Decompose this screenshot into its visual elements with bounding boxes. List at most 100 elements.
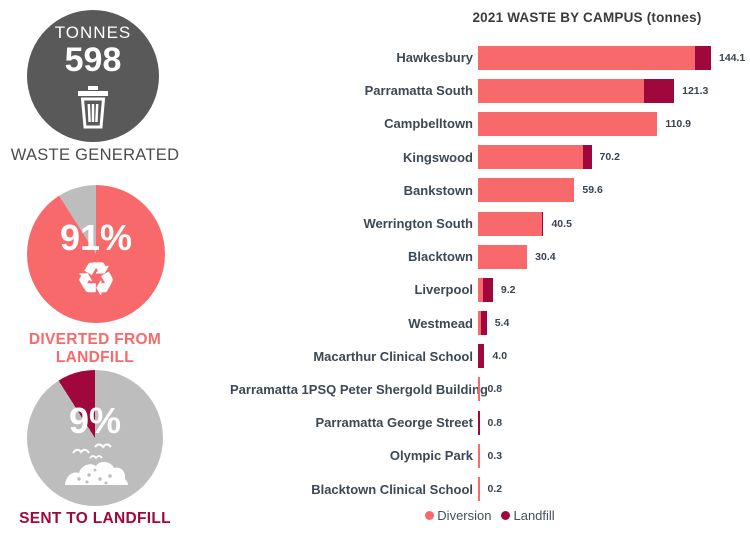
landfill-segment[interactable] (483, 277, 493, 302)
landfill-segment[interactable] (541, 211, 544, 236)
diversion-segment[interactable] (478, 244, 528, 269)
legend-item-diversion: Diversion (425, 508, 491, 523)
bar-value-label: 9.2 (500, 283, 516, 296)
landfill-legend-label: Landfill (513, 508, 555, 523)
diversion-legend-label: Diversion (437, 508, 492, 523)
bar-track[interactable] (478, 344, 485, 369)
bar-value-label: 110.9 (665, 117, 692, 130)
diversion-segment[interactable] (478, 443, 480, 468)
bar-value-label: 30.4 (535, 250, 556, 263)
bar-value-label: 70.2 (599, 151, 620, 164)
landfill-segment[interactable] (478, 410, 480, 435)
campus-label: Macarthur Clinical School (313, 348, 473, 364)
bar-track[interactable] (478, 244, 528, 269)
waste-generated-circle: TONNES 598 (27, 10, 159, 142)
bar-track[interactable] (478, 78, 675, 103)
bar-value-label: 40.5 (551, 217, 572, 230)
bar-row: Westmead 5.4 (230, 307, 750, 340)
campus-label: Blacktown (407, 249, 473, 265)
diverted-pie: 91% ♻ (27, 185, 165, 323)
landfill-legend-dot (501, 511, 511, 520)
bar-value-label: 0.8 (487, 383, 503, 396)
diversion-segment[interactable] (478, 111, 658, 136)
diversion-segment[interactable] (478, 277, 484, 302)
bar-track[interactable] (478, 211, 544, 236)
campus-label: Parramatta 1PSQ Peter Shergold Building (230, 381, 488, 397)
bar-track[interactable] (478, 443, 480, 468)
campus-label: Parramatta South (364, 83, 473, 99)
bar-value-label: 144.1 (718, 51, 746, 64)
bar-value-label: 4.0 (492, 350, 508, 363)
bar-track[interactable] (478, 477, 480, 502)
campus-label: Werrington South (363, 216, 473, 232)
diversion-legend-dot (425, 511, 435, 520)
landfill-pie: 9% (27, 370, 163, 506)
campus-label: Campbelltown (384, 116, 473, 132)
landfill-segment[interactable] (478, 344, 485, 369)
campus-label: Olympic Park (389, 448, 473, 464)
chart-title: 2021 WASTE BY CAMPUS (tonnes) (472, 10, 702, 25)
campus-label: Blacktown Clinical School (311, 481, 473, 497)
landfill-caption: SENT TO LANDFILL (19, 510, 171, 527)
bar-track[interactable] (478, 45, 711, 70)
campus-label: Parramatta George Street (315, 415, 473, 431)
trash-icon (78, 85, 108, 129)
diversion-segment[interactable] (478, 477, 480, 502)
waste-by-campus-chart: 2021 WASTE BY CAMPUS (tonnes) Hawkesbury… (230, 0, 750, 544)
bar-row: Blacktown 30.4 (230, 240, 750, 273)
bar-row: Liverpool 9.2 (230, 273, 750, 306)
diverted-percent-value: 91% (59, 217, 133, 258)
diversion-segment[interactable] (478, 311, 481, 336)
bar-rows: Hawkesbury 144.1 Parramatta South 121.3 Camp… (230, 41, 750, 506)
bar-row: Bankstown 59.6 (230, 174, 750, 207)
bar-value-label: 5.4 (494, 317, 510, 330)
diversion-segment[interactable] (478, 211, 542, 236)
diversion-segment[interactable] (478, 45, 695, 70)
bar-track[interactable] (478, 377, 480, 402)
bar-row: Kingswood 70.2 (230, 141, 750, 174)
legend-item-landfill: Landfill (501, 508, 555, 523)
bar-track[interactable] (478, 111, 658, 136)
campus-label: Bankstown (403, 182, 473, 198)
bar-track[interactable] (478, 178, 575, 203)
landfill-segment[interactable] (644, 78, 675, 103)
diversion-segment[interactable] (478, 377, 480, 402)
bar-value-label: 0.8 (487, 416, 503, 429)
landfill-mound-icon (65, 443, 128, 485)
bar-row: Olympic Park 0.3 (230, 439, 750, 472)
landfill-segment[interactable] (480, 311, 487, 336)
landfill-segment[interactable] (694, 45, 711, 70)
bar-row: Parramatta South 121.3 (230, 74, 750, 107)
bar-track[interactable] (478, 410, 480, 435)
landfill-segment[interactable] (582, 145, 592, 170)
landfill-percent-value: 9% (68, 400, 122, 441)
bar-row: Werrington South 40.5 (230, 207, 750, 240)
campus-label: Westmead (408, 315, 473, 331)
campus-label: Hawkesbury (396, 50, 473, 66)
bar-row: Parramatta George Street 0.8 (230, 406, 750, 439)
campus-label: Liverpool (414, 282, 473, 298)
chart-legend: Diversion Landfill (230, 508, 750, 523)
bar-value-label: 121.3 (682, 84, 709, 97)
bar-row: Parramatta 1PSQ Peter Shergold Building 0… (230, 373, 750, 406)
bar-track[interactable] (478, 145, 592, 170)
diversion-segment[interactable] (478, 145, 583, 170)
bar-row: Hawkesbury 144.1 (230, 41, 750, 74)
bar-row: Macarthur Clinical School 4.0 (230, 340, 750, 373)
waste-generated-caption: WASTE GENERATED (10, 146, 180, 164)
bar-track[interactable] (478, 277, 493, 302)
bar-value-label: 0.3 (487, 449, 503, 462)
recycle-icon: ♻ (76, 255, 116, 304)
diversion-segment[interactable] (478, 178, 575, 203)
bar-track[interactable] (478, 311, 487, 336)
campus-label: Kingswood (402, 149, 473, 165)
waste-generated-value: 598 (64, 41, 122, 80)
diverted-caption: DIVERTED FROM LANDFILL (28, 331, 162, 366)
bar-value-label: 59.6 (582, 184, 603, 197)
bar-value-label: 0.2 (487, 483, 503, 496)
diversion-segment[interactable] (478, 78, 645, 103)
bar-row: Blacktown Clinical School 0.2 (230, 472, 750, 505)
tonnes-unit-label: TONNES (54, 23, 132, 43)
bar-row: Campbelltown 110.9 (230, 107, 750, 140)
